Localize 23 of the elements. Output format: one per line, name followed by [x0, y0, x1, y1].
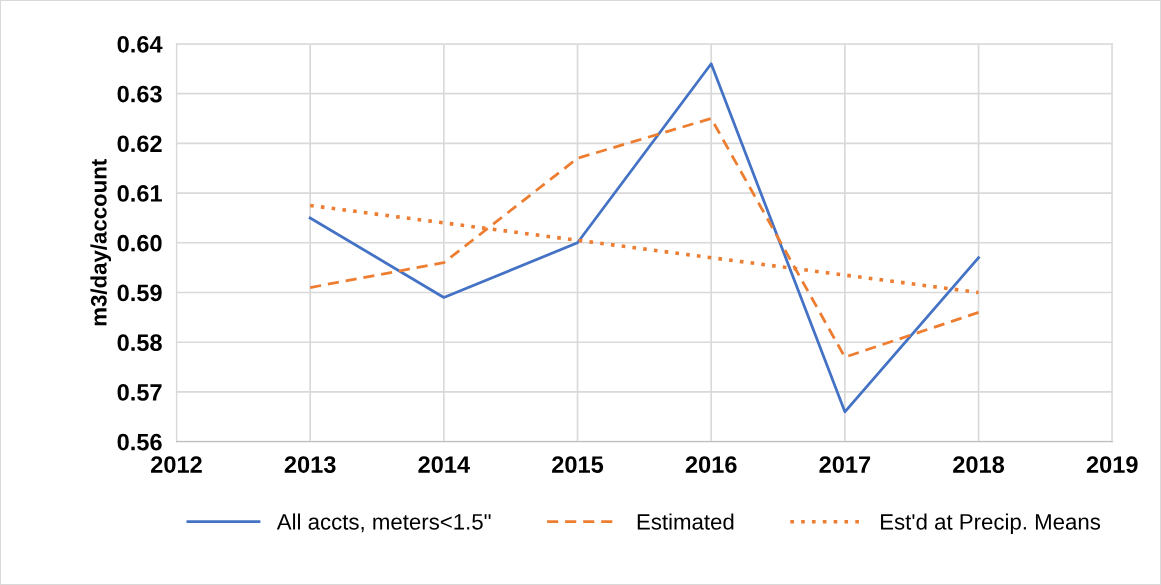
line-series — [308, 62, 980, 414]
x-tick-label: 2014 — [418, 456, 470, 473]
y-tick-label: 0.60 — [117, 234, 162, 252]
line-series — [308, 117, 980, 359]
y-tick-label: 0.62 — [117, 135, 162, 153]
y-tick-label: 0.61 — [117, 185, 162, 202]
x-tick-label: 2019 — [1086, 456, 1138, 473]
legend-label: Estimated — [637, 513, 734, 530]
x-tick-label: 2015 — [552, 456, 604, 473]
y-axis-title: m3/day/account — [90, 159, 112, 326]
x-tick-label: 2016 — [685, 456, 737, 473]
legend-label: Est'd at Precip. Means — [881, 513, 1101, 535]
y-tick-label: 0.56 — [117, 433, 162, 451]
x-tick-label: 2013 — [284, 456, 336, 473]
y-tick-label: 0.58 — [117, 334, 162, 352]
legend-label: All accts, meters<1.5" — [276, 513, 491, 533]
y-tick-label: 0.59 — [117, 284, 162, 302]
x-tick-label: 2012 — [151, 456, 202, 473]
y-tick-label: 0.57 — [117, 384, 162, 401]
x-tick-label: 2017 — [819, 456, 871, 473]
x-tick-label: 2018 — [953, 456, 1005, 473]
y-tick-label: 0.63 — [117, 85, 162, 103]
y-tick-label: 0.64 — [117, 35, 163, 53]
